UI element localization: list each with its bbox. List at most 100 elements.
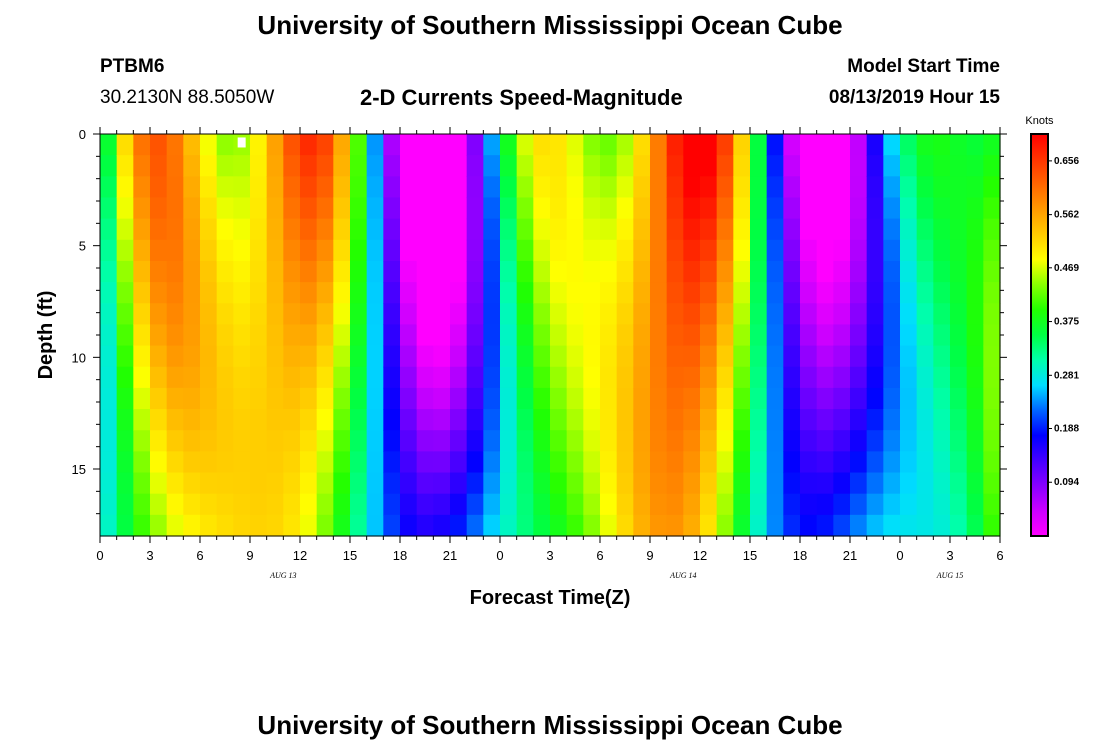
heatmap-cell [783, 493, 801, 516]
heatmap-cell [316, 197, 334, 220]
heatmap-cell [750, 514, 768, 537]
heatmap-cell [816, 514, 834, 537]
heatmap-cell [366, 366, 384, 389]
heatmap-cell [800, 282, 818, 304]
model-start-label: Model Start Time [847, 56, 1000, 77]
heatmap-cell [233, 176, 251, 199]
x-tick-label: 3 [546, 548, 553, 563]
heatmap-cell [400, 472, 418, 495]
heatmap-cell [666, 303, 684, 326]
heatmap-cell [850, 260, 868, 283]
heatmap-cell [700, 260, 718, 283]
heatmap-cell [866, 366, 884, 389]
heatmap-cell [950, 493, 968, 516]
heatmap-cell [850, 366, 868, 389]
station-id: PTBM6 [100, 56, 165, 77]
heatmap-cell [133, 387, 151, 410]
heatmap-cell [850, 514, 868, 537]
heatmap-cell [833, 218, 851, 241]
heatmap-cell [683, 303, 701, 326]
heatmap-cell [800, 451, 818, 474]
heatmap-cell [200, 260, 218, 283]
heatmap-cell [666, 282, 684, 304]
heatmap-cell [383, 324, 401, 347]
heatmap-cell [600, 451, 618, 474]
heatmap-cell [483, 387, 501, 410]
heatmap-cell [566, 472, 584, 495]
heatmap-cell [516, 345, 534, 368]
heatmap-cell [600, 409, 618, 431]
heatmap-cell [116, 514, 134, 537]
heatmap-cell [166, 366, 184, 389]
heatmap-cell [333, 176, 351, 199]
heatmap-cell [616, 218, 634, 241]
heatmap-cell [700, 282, 718, 304]
heatmap-cell [433, 514, 451, 537]
heatmap-cell [433, 493, 451, 516]
heatmap-cell [150, 197, 168, 220]
heatmap-cell [850, 409, 868, 431]
heatmap-cell [566, 451, 584, 474]
heatmap-cell [416, 514, 434, 537]
heatmap-cell [250, 134, 268, 156]
heatmap-cell [900, 324, 918, 347]
heatmap-cell [833, 197, 851, 220]
heatmap-cell [950, 282, 968, 304]
heatmap-cell [233, 218, 251, 241]
heatmap-cell [633, 303, 651, 326]
heatmap-cell [900, 387, 918, 410]
heatmap-cell [583, 409, 601, 431]
heatmap-cell [416, 155, 434, 177]
heatmap-cell [950, 197, 968, 220]
heatmap-cell [250, 197, 268, 220]
heatmap-cell [516, 197, 534, 220]
heatmap-cell [683, 409, 701, 431]
heatmap-cell [316, 366, 334, 389]
heatmap-cell [533, 282, 551, 304]
heatmap-cell [966, 176, 984, 199]
heatmap-cell [500, 303, 518, 326]
heatmap-cell [400, 155, 418, 177]
heatmap-cell [733, 366, 751, 389]
heatmap-cell [900, 514, 918, 537]
x-tick-label: 21 [843, 548, 857, 563]
heatmap-cell [650, 303, 668, 326]
heatmap-cell [316, 345, 334, 368]
heatmap-cell [516, 218, 534, 241]
heatmap-cell [150, 493, 168, 516]
heatmap-cell [366, 176, 384, 199]
heatmap-cell [200, 239, 218, 262]
heatmap-cell [533, 303, 551, 326]
heatmap-cell [516, 239, 534, 262]
heatmap-cell [666, 366, 684, 389]
x-tick-label: 6 [996, 548, 1003, 563]
heatmap-cell [600, 387, 618, 410]
heatmap-cell [433, 366, 451, 389]
heatmap-cell [216, 430, 234, 452]
heatmap-cell [883, 409, 901, 431]
heatmap-cell [683, 451, 701, 474]
heatmap-cell [800, 472, 818, 495]
heatmap-cell [266, 324, 284, 347]
heatmap-cell [116, 345, 134, 368]
heatmap-cell [683, 134, 701, 156]
heatmap-cell [533, 493, 551, 516]
heatmap-cell [816, 493, 834, 516]
heatmap-cell [183, 260, 201, 283]
heatmap-cell [950, 430, 968, 452]
heatmap-cell [783, 134, 801, 156]
heatmap-cell [633, 176, 651, 199]
heatmap-cell [533, 409, 551, 431]
heatmap-cell [550, 324, 568, 347]
heatmap-cell [700, 451, 718, 474]
heatmap-cell [450, 155, 468, 177]
heatmap-cell [383, 345, 401, 368]
heatmap-cell [100, 324, 118, 347]
heatmap-cell [550, 366, 568, 389]
heatmap-cell [500, 366, 518, 389]
heatmap-cell [516, 155, 534, 177]
heatmap-cell [433, 451, 451, 474]
heatmap-cell [666, 155, 684, 177]
heatmap-cell [533, 514, 551, 537]
heatmap-cell [116, 324, 134, 347]
